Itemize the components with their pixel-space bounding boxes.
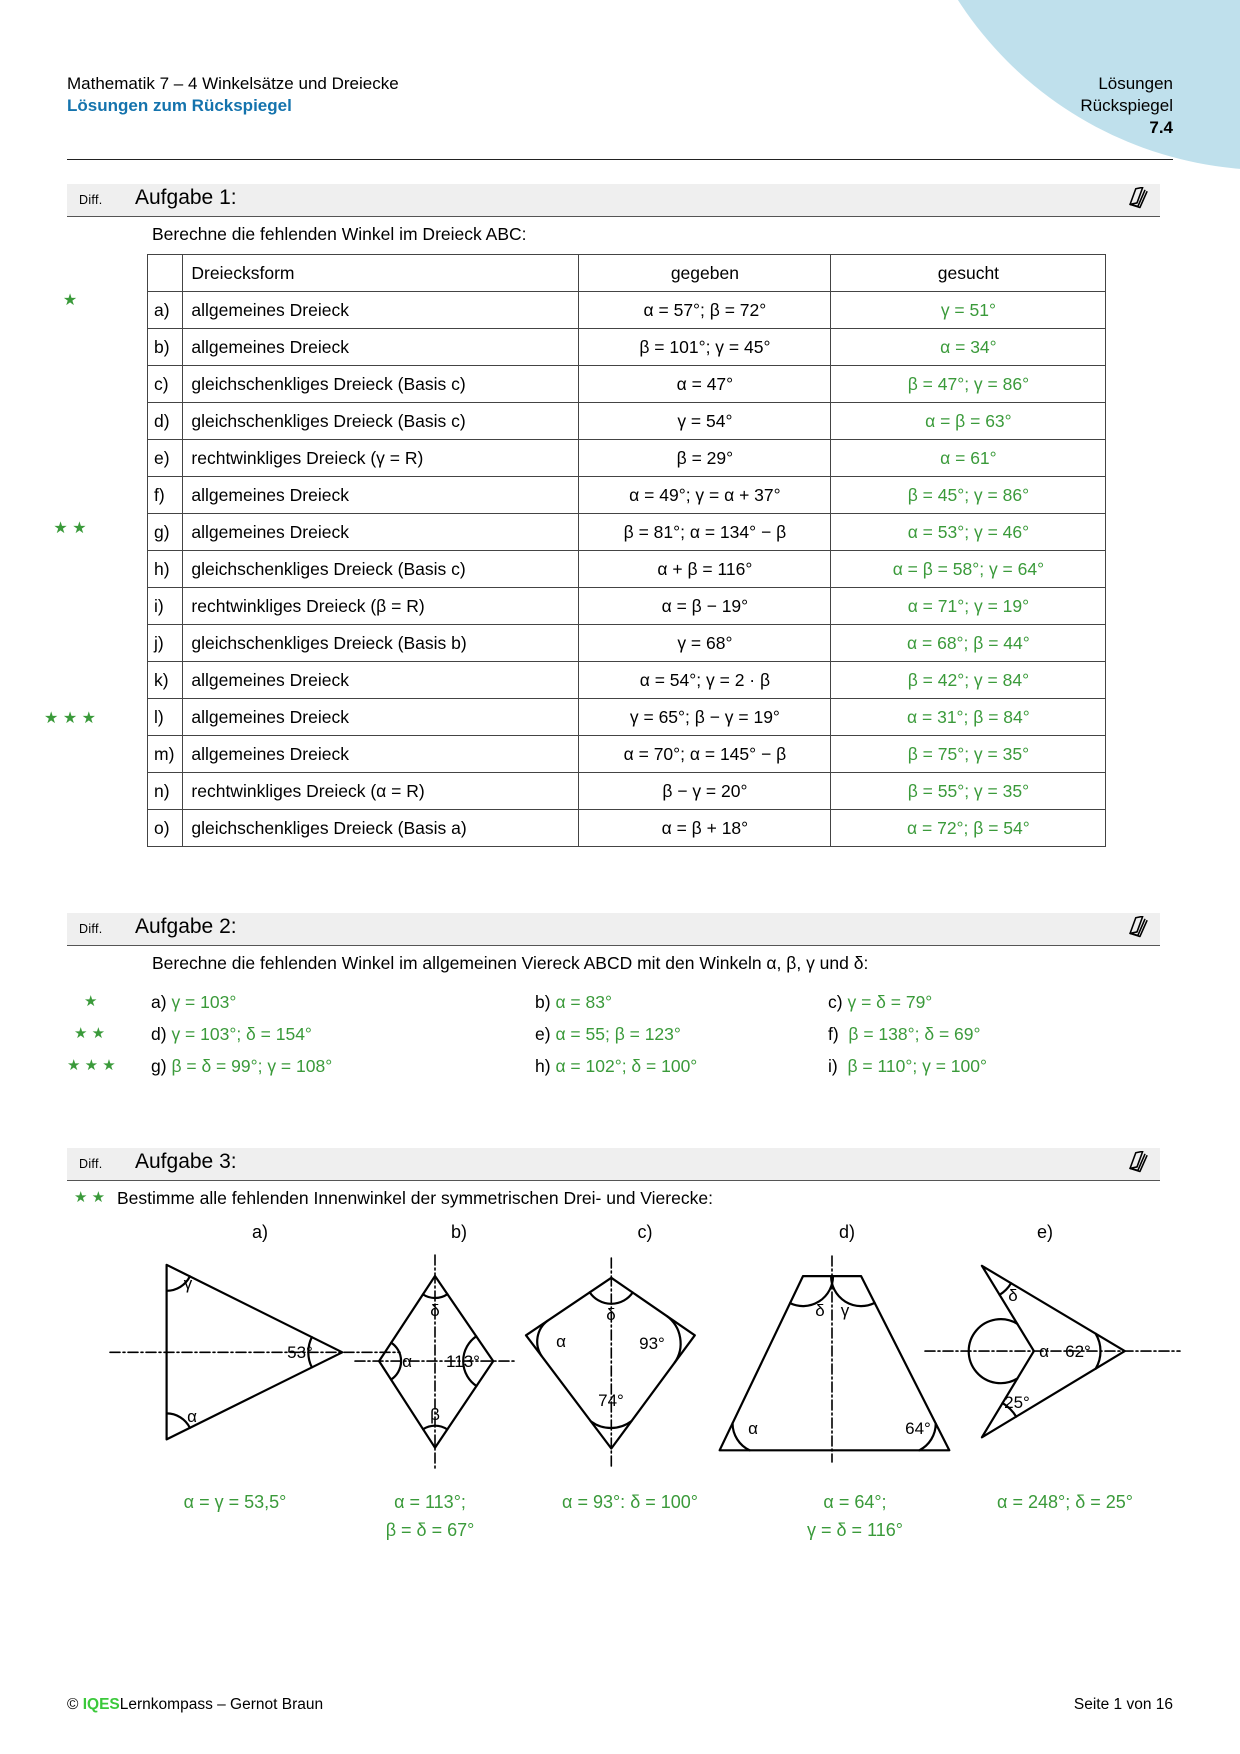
svg-text:γ: γ — [184, 1274, 193, 1293]
svg-text:α: α — [402, 1352, 412, 1371]
svg-text:93°: 93° — [639, 1334, 665, 1353]
svg-text:γ: γ — [841, 1301, 850, 1320]
svg-text:64°: 64° — [905, 1419, 931, 1438]
svg-text:53°: 53° — [287, 1343, 313, 1362]
svg-text:α: α — [187, 1407, 197, 1426]
svg-text:62°: 62° — [1065, 1342, 1091, 1361]
svg-text:α: α — [556, 1332, 566, 1351]
svg-text:25°: 25° — [1004, 1393, 1030, 1412]
svg-text:α: α — [748, 1419, 758, 1438]
svg-text:113°: 113° — [446, 1352, 480, 1371]
svg-text:δ: δ — [606, 1305, 615, 1324]
svg-text:74°: 74° — [598, 1391, 624, 1410]
svg-text:δ: δ — [1008, 1286, 1017, 1305]
svg-text:δ: δ — [815, 1301, 824, 1320]
svg-text:δ: δ — [430, 1301, 439, 1320]
svg-text:β: β — [430, 1405, 440, 1424]
svg-text:α: α — [1039, 1342, 1049, 1361]
